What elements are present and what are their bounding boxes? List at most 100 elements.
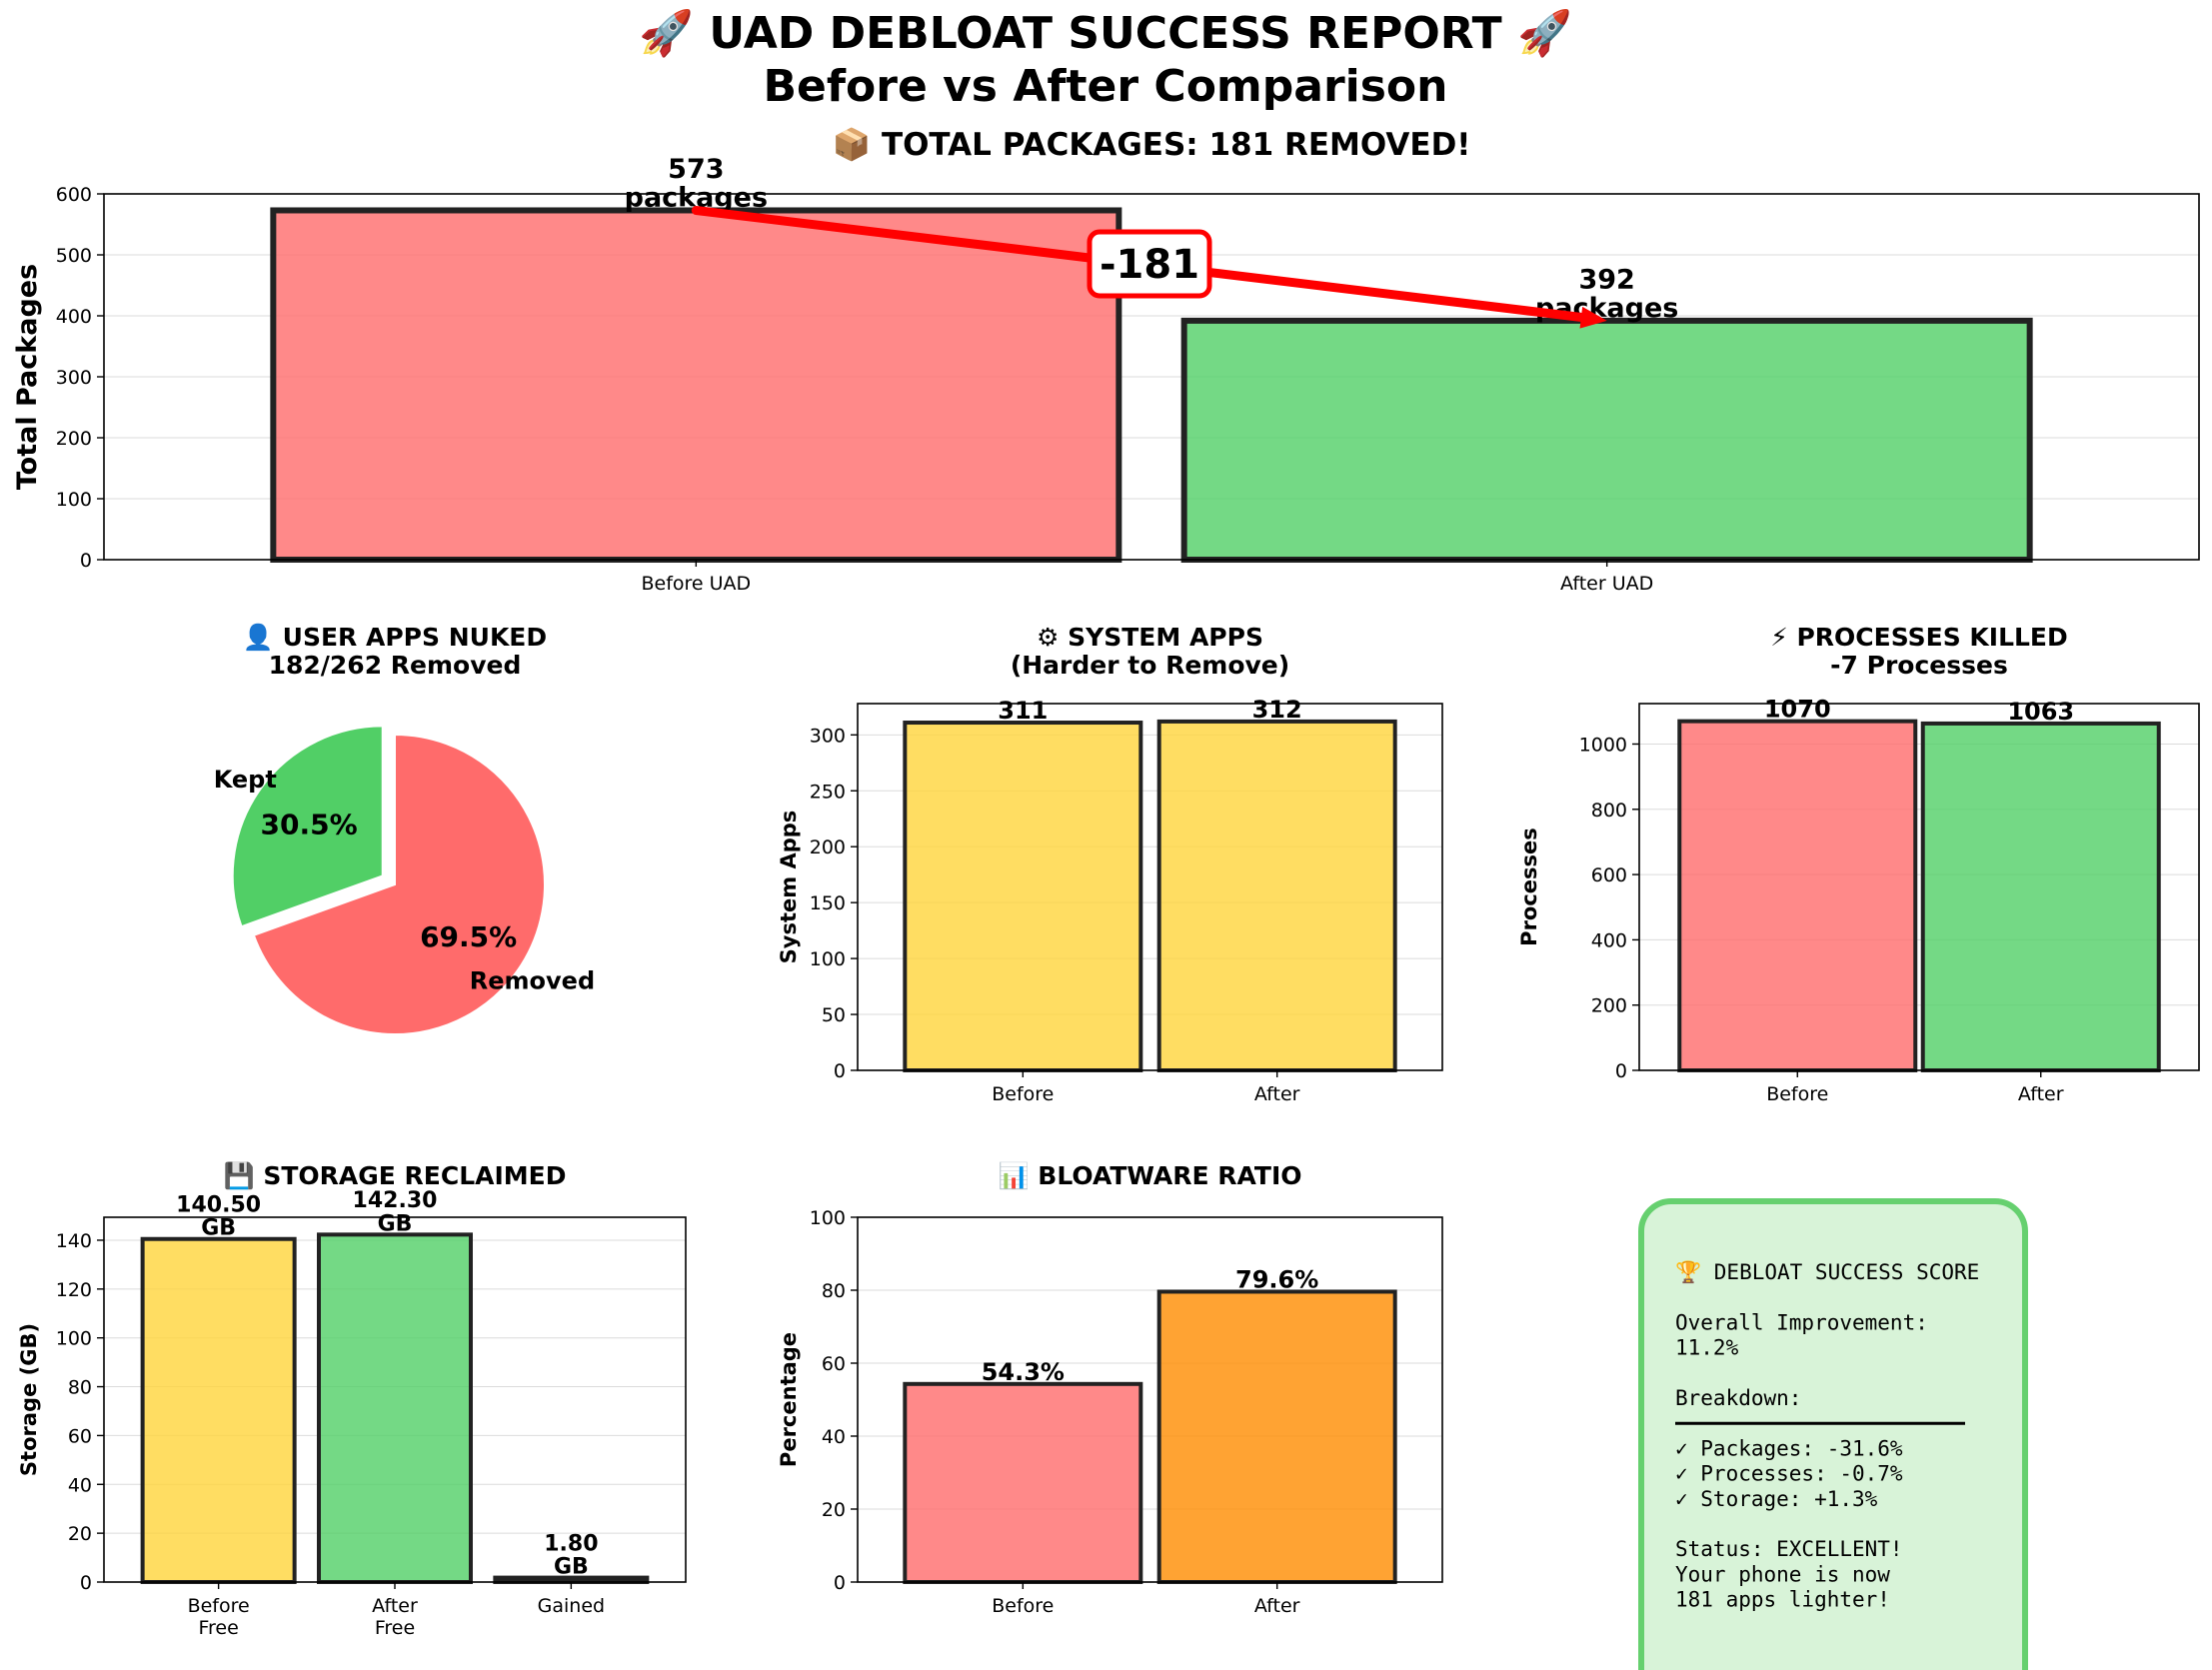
y-tick-label: 0 <box>1615 1060 1627 1082</box>
y-tick-label: 40 <box>822 1426 846 1448</box>
chart-title: 👤 USER APPS NUKED <box>243 623 547 652</box>
summary-line: 🏆 DEBLOAT SUCCESS SCORE <box>1675 1259 1979 1284</box>
bar <box>905 1384 1140 1582</box>
bar <box>319 1234 471 1582</box>
x-tick-label: After <box>1254 1083 1300 1105</box>
x-tick-label: After UAD <box>1560 573 1653 595</box>
chart-title: 📊 BLOATWARE RATIO <box>998 1161 1301 1190</box>
data-label: GB <box>201 1216 236 1241</box>
y-axis-label: Storage (GB) <box>17 1323 41 1476</box>
summary-line: Breakdown: <box>1675 1386 1801 1410</box>
x-tick-label: After <box>372 1595 418 1617</box>
bar <box>905 723 1140 1070</box>
chart-title: 182/262 Removed <box>269 651 522 680</box>
y-axis-label: Percentage <box>777 1332 801 1467</box>
data-label: 392 <box>1578 265 1634 296</box>
y-tick-label: 800 <box>1591 800 1627 822</box>
y-tick-label: 20 <box>822 1499 846 1521</box>
x-tick-label: Before UAD <box>641 573 751 595</box>
data-label: GB <box>554 1555 589 1580</box>
summary-box: 🏆 DEBLOAT SUCCESS SCORE Overall Improveme… <box>1641 1201 2025 1670</box>
y-tick-label: 500 <box>56 245 92 267</box>
x-tick-label: Before <box>1766 1083 1828 1105</box>
y-tick-label: 400 <box>56 306 92 328</box>
figure-title-line1: 🚀 UAD DEBLOAT SUCCESS REPORT 🚀 <box>639 8 1572 59</box>
bar <box>1159 722 1395 1070</box>
summary-line: 11.2% <box>1675 1336 1739 1360</box>
bar <box>1679 722 1915 1070</box>
data-label: 1063 <box>2007 698 2074 726</box>
y-tick-label: 300 <box>56 367 92 389</box>
data-label: 312 <box>1252 696 1302 724</box>
chart-title: ⚡ PROCESSES KILLED <box>1770 623 2068 652</box>
bar <box>273 210 1118 560</box>
bar <box>143 1239 295 1582</box>
x-tick-label: Free <box>375 1617 415 1639</box>
y-tick-label: 50 <box>822 1004 846 1026</box>
summary-line: Your phone is now <box>1675 1562 1890 1586</box>
y-tick-label: 600 <box>1591 864 1627 886</box>
x-tick-label: Free <box>198 1617 238 1639</box>
summary-line: 181 apps lighter! <box>1675 1588 1890 1612</box>
y-tick-label: 60 <box>68 1425 92 1447</box>
y-tick-label: 200 <box>1591 995 1627 1017</box>
summary-line: Overall Improvement: <box>1675 1310 1928 1334</box>
y-tick-label: 150 <box>810 892 846 914</box>
bar <box>1159 1291 1395 1582</box>
data-label: 311 <box>998 697 1048 725</box>
y-tick-label: 0 <box>80 550 92 572</box>
y-tick-label: 140 <box>56 1230 92 1252</box>
y-axis-label: Processes <box>1517 828 1541 946</box>
y-tick-label: 60 <box>822 1353 846 1375</box>
x-tick-label: After <box>2018 1083 2064 1105</box>
y-tick-label: 200 <box>56 428 92 450</box>
x-tick-label: Before <box>992 1595 1054 1617</box>
x-tick-label: After <box>1254 1595 1300 1617</box>
data-label: 79.6% <box>1235 1265 1318 1293</box>
data-label: packages <box>1535 293 1678 324</box>
summary-line: ✓ Storage: +1.3% <box>1675 1487 1878 1511</box>
data-label: 573 <box>668 154 724 185</box>
data-label: 142.30 <box>353 1188 438 1213</box>
x-tick-label: Before <box>992 1083 1054 1105</box>
y-tick-label: 1000 <box>1579 734 1627 756</box>
pie-label: Kept <box>214 766 277 794</box>
y-tick-label: 100 <box>56 489 92 511</box>
y-tick-label: 80 <box>822 1280 846 1302</box>
summary-line: Status: EXCELLENT! <box>1675 1537 1903 1561</box>
y-axis-label: System Apps <box>777 811 801 964</box>
summary-line: ✓ Processes: -0.7% <box>1675 1462 1903 1486</box>
data-label: GB <box>378 1211 413 1236</box>
annotation-label: -181 <box>1100 242 1199 288</box>
y-tick-label: 300 <box>810 725 846 747</box>
pie-percent-label: 30.5% <box>261 809 358 841</box>
y-tick-label: 0 <box>834 1572 846 1594</box>
y-tick-label: 100 <box>810 1207 846 1229</box>
y-tick-label: 200 <box>810 836 846 858</box>
data-label: 54.3% <box>982 1358 1065 1386</box>
data-label: 140.50 <box>176 1193 261 1218</box>
bar <box>1923 724 2159 1070</box>
y-axis-label: Total Packages <box>12 264 43 490</box>
data-label: 1070 <box>1764 696 1831 724</box>
y-tick-label: 40 <box>68 1474 92 1496</box>
chart-title: 💾 STORAGE RECLAIMED <box>223 1161 566 1190</box>
x-tick-label: Before <box>188 1595 250 1617</box>
y-tick-label: 250 <box>810 781 846 803</box>
data-label: 1.80 <box>544 1532 598 1557</box>
summary-line: ✓ Packages: -31.6% <box>1675 1436 1903 1460</box>
y-tick-label: 20 <box>68 1523 92 1545</box>
y-tick-label: 0 <box>80 1572 92 1594</box>
y-tick-label: 100 <box>810 948 846 970</box>
chart-title: -7 Processes <box>1830 651 2008 680</box>
pie-label: Removed <box>470 967 595 995</box>
pie-percent-label: 69.5% <box>420 920 517 953</box>
y-tick-label: 600 <box>56 184 92 206</box>
y-tick-label: 80 <box>68 1377 92 1399</box>
y-tick-label: 400 <box>1591 929 1627 951</box>
y-tick-label: 120 <box>56 1279 92 1301</box>
chart-title: (Harder to Remove) <box>1011 651 1289 680</box>
y-tick-label: 0 <box>834 1060 846 1082</box>
bar <box>1184 321 2030 560</box>
